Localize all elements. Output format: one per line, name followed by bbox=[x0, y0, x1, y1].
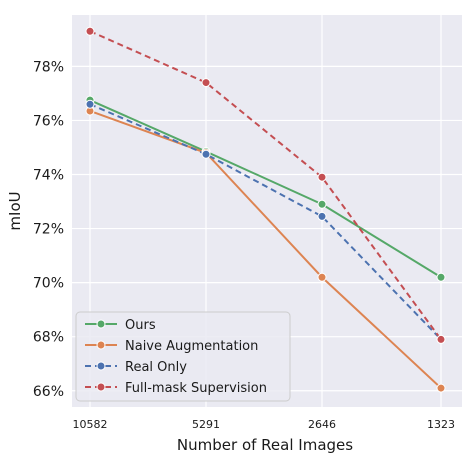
data-point bbox=[201, 149, 211, 159]
y-tick-label: 72% bbox=[33, 222, 64, 238]
legend-label: Real Only bbox=[125, 360, 187, 375]
data-point bbox=[436, 272, 446, 282]
data-point bbox=[317, 199, 327, 209]
series-line bbox=[89, 30, 442, 341]
series-line bbox=[89, 99, 442, 279]
data-point bbox=[201, 78, 211, 88]
data-point bbox=[436, 334, 446, 344]
x-tick-label: 10582 bbox=[73, 418, 108, 431]
legend-marker bbox=[96, 361, 106, 371]
y-tick-label: 76% bbox=[33, 113, 64, 129]
y-tick-label: 70% bbox=[33, 276, 64, 292]
legend-marker bbox=[96, 382, 106, 392]
data-point bbox=[317, 172, 327, 182]
data-point bbox=[317, 211, 327, 221]
data-point bbox=[317, 272, 327, 282]
data-point bbox=[85, 26, 95, 36]
legend: Ours Naive Augmentation Real Only Full-mask… bbox=[75, 311, 291, 402]
y-tick-label: 74% bbox=[33, 168, 64, 184]
series-line bbox=[89, 103, 442, 341]
legend-marker bbox=[96, 340, 106, 350]
legend-label: Naive Augmentation bbox=[125, 339, 258, 354]
series-layer bbox=[85, 26, 446, 393]
x-tick-label: 1323 bbox=[427, 418, 455, 431]
legend-label: Full-mask Supervision bbox=[125, 381, 267, 396]
y-tick-label: 68% bbox=[33, 330, 64, 346]
x-tick-label: 2646 bbox=[308, 418, 336, 431]
x-tick-labels: 10582 5291 2646 1323 bbox=[73, 418, 456, 431]
y-tick-label: 78% bbox=[33, 59, 64, 75]
data-point bbox=[436, 383, 446, 393]
x-axis-label: Number of Real Images bbox=[177, 436, 353, 454]
y-tick-labels: 66% 68% 70% 72% 74% 76% 78% bbox=[33, 59, 64, 399]
legend-label: Ours bbox=[125, 318, 156, 333]
legend-box bbox=[75, 311, 291, 402]
data-point bbox=[85, 99, 95, 109]
series-line bbox=[89, 110, 442, 389]
legend-marker bbox=[96, 319, 106, 329]
y-axis-label: mIoU bbox=[6, 191, 24, 230]
x-tick-label: 5291 bbox=[192, 418, 220, 431]
y-tick-label: 66% bbox=[33, 384, 64, 400]
